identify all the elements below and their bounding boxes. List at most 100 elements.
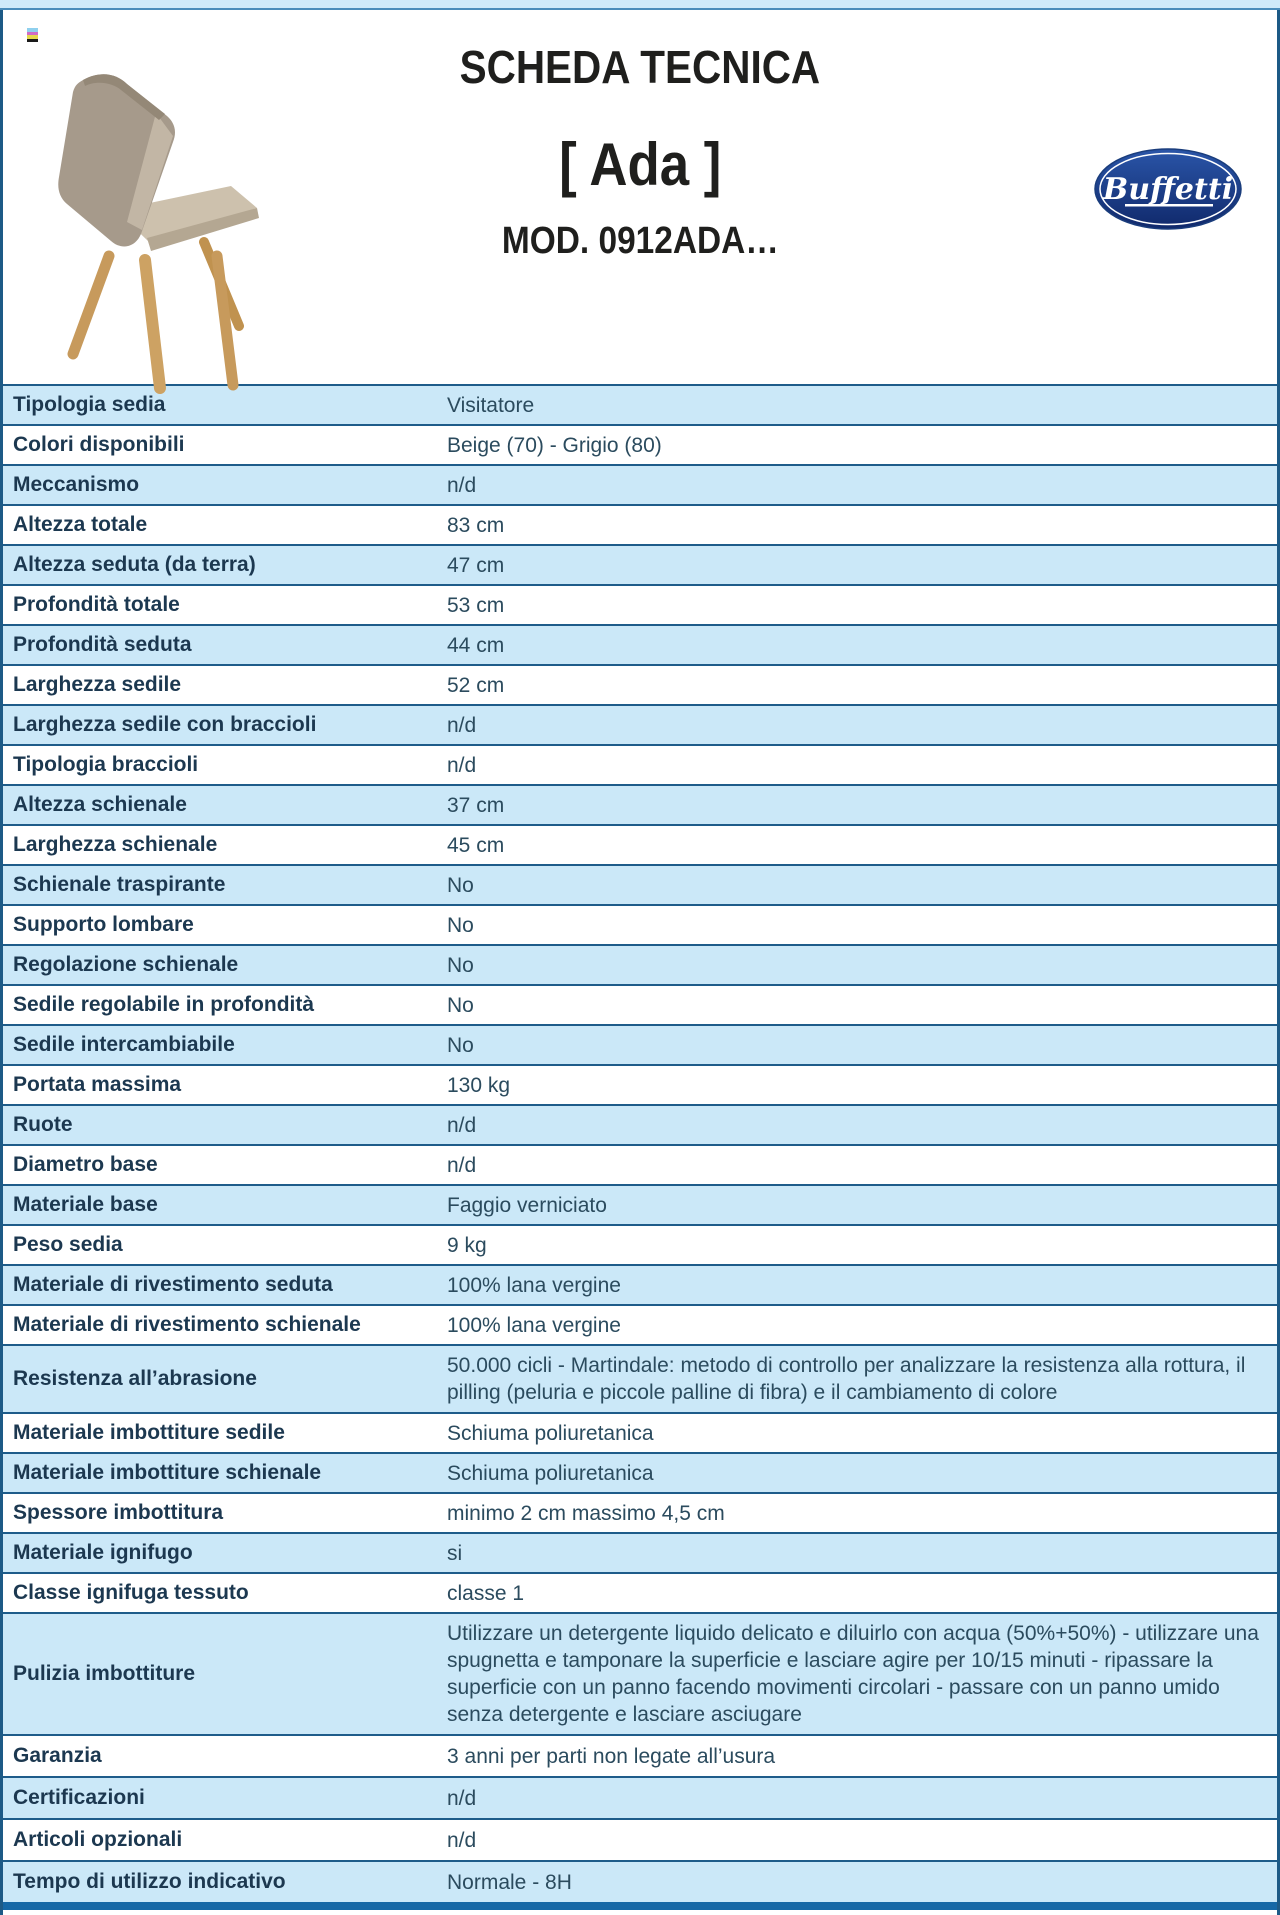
spec-label: Altezza totale <box>13 513 148 536</box>
spec-label: Articoli opzionali <box>13 1828 183 1851</box>
product-name: [ Ada ] <box>3 130 1277 199</box>
table-row: Altezza schienale 37 cm <box>3 784 1277 824</box>
table-row: Schienale traspirante No <box>3 864 1277 904</box>
top-strip <box>0 0 1280 10</box>
table-row: Materiale imbottiture sedile Schiuma pol… <box>3 1412 1277 1452</box>
spec-label: Colori disponibili <box>13 433 185 456</box>
yellow-stripe <box>27 35 38 39</box>
spec-value: classe 1 <box>447 1581 525 1605</box>
table-row: Sedile regolabile in profondità No <box>3 984 1277 1024</box>
spec-label: Classe ignifuga tessuto <box>13 1581 249 1604</box>
spec-label: Materiale imbottiture sedile <box>13 1421 285 1444</box>
spec-label: Larghezza sedile <box>13 673 182 696</box>
spec-table: Tipologia sedia Visitatore Colori dispon… <box>3 384 1277 1910</box>
spec-value: 100% lana vergine <box>447 1313 621 1337</box>
spec-label: Spessore imbottitura <box>13 1501 224 1524</box>
table-row: Regolazione schienale No <box>3 944 1277 984</box>
table-row: Resistenza all’abrasione 50.000 cicli - … <box>3 1344 1277 1412</box>
spec-value: Faggio verniciato <box>447 1193 607 1217</box>
magenta-stripe <box>27 31 38 35</box>
table-row: Meccanismo n/d <box>3 464 1277 504</box>
spec-value: 3 anni per parti non legate all’usura <box>447 1744 776 1768</box>
spec-value: Schiuma poliuretanica <box>447 1461 654 1485</box>
table-row: Larghezza sedile con braccioli n/d <box>3 704 1277 744</box>
table-row: Tipologia sedia Visitatore <box>3 384 1277 424</box>
spec-label: Garanzia <box>13 1744 102 1767</box>
spec-value: n/d <box>447 753 477 777</box>
table-row: Diametro base n/d <box>3 1144 1277 1184</box>
spec-label: Certificazioni <box>13 1786 145 1809</box>
spec-value: Schiuma poliuretanica <box>447 1421 654 1445</box>
spec-value: 47 cm <box>447 553 505 577</box>
table-row: Larghezza sedile 52 cm <box>3 664 1277 704</box>
table-row: Profondità totale 53 cm <box>3 584 1277 624</box>
spec-value: No <box>447 1033 474 1057</box>
spec-value: 83 cm <box>447 513 505 537</box>
page-title: SCHEDA TECNICA <box>3 40 1277 94</box>
spec-label: Tempo di utilizzo indicativo <box>13 1870 286 1893</box>
spec-value: No <box>447 873 474 897</box>
spec-label: Materiale di rivestimento schienale <box>13 1313 361 1336</box>
spec-value: No <box>447 953 474 977</box>
spec-value: 100% lana vergine <box>447 1273 621 1297</box>
product-photo <box>21 58 273 396</box>
table-row: Portata massima 130 kg <box>3 1064 1277 1104</box>
spec-value: n/d <box>447 1786 477 1810</box>
spec-label: Diametro base <box>13 1153 158 1176</box>
spec-label: Tipologia braccioli <box>13 753 199 776</box>
spec-value: No <box>447 913 474 937</box>
page-title-text: SCHEDA TECNICA <box>459 41 821 93</box>
spec-value: si <box>447 1541 463 1565</box>
spec-label: Ruote <box>13 1113 73 1136</box>
table-row: Garanzia 3 anni per parti non legate all… <box>3 1734 1277 1776</box>
table-row: Spessore imbottitura minimo 2 cm massimo… <box>3 1492 1277 1532</box>
spec-label: Altezza schienale <box>13 793 187 816</box>
spec-label: Peso sedia <box>13 1233 123 1256</box>
spec-value: n/d <box>447 713 477 737</box>
table-row: Colori disponibili Beige (70) - Grigio (… <box>3 424 1277 464</box>
spec-value: 45 cm <box>447 833 505 857</box>
spec-value: 52 cm <box>447 673 505 697</box>
spec-label: Larghezza sedile con braccioli <box>13 713 317 736</box>
spec-label: Profondità totale <box>13 593 180 616</box>
black-stripe <box>27 38 38 42</box>
spec-label: Portata massima <box>13 1073 182 1096</box>
spec-value: n/d <box>447 1113 477 1137</box>
spec-label: Materiale ignifugo <box>13 1541 193 1564</box>
cmyk-print-marks-icon <box>27 28 38 42</box>
spec-value: 44 cm <box>447 633 505 657</box>
spec-label: Materiale di rivestimento seduta <box>13 1273 333 1296</box>
spec-label: Sedile regolabile in profondità <box>13 993 315 1016</box>
spec-value: 37 cm <box>447 793 505 817</box>
spec-value: n/d <box>447 473 477 497</box>
table-row: Larghezza schienale 45 cm <box>3 824 1277 864</box>
spec-value: Utilizzare un detergente liquido delicat… <box>447 1622 1259 1726</box>
table-row: Tipologia braccioli n/d <box>3 744 1277 784</box>
buffetti-logo: Buffetti <box>1093 146 1243 232</box>
page-frame: SCHEDA TECNICA [ Ada ] MOD. 0912ADA… <box>0 10 1280 1915</box>
spec-label: Schienale traspirante <box>13 873 226 896</box>
table-row: Supporto lombare No <box>3 904 1277 944</box>
spec-value: 9 kg <box>447 1233 487 1257</box>
table-row: Materiale ignifugo si <box>3 1532 1277 1572</box>
spec-value: Beige (70) - Grigio (80) <box>447 433 662 457</box>
table-row: Classe ignifuga tessuto classe 1 <box>3 1572 1277 1612</box>
table-row: Materiale di rivestimento schienale 100%… <box>3 1304 1277 1344</box>
table-row: Materiale base Faggio verniciato <box>3 1184 1277 1224</box>
spec-label: Regolazione schienale <box>13 953 239 976</box>
table-row: Ruote n/d <box>3 1104 1277 1144</box>
product-name-text: [ Ada ] <box>558 131 722 198</box>
spec-value: minimo 2 cm massimo 4,5 cm <box>447 1501 725 1525</box>
cyan-stripe <box>27 28 38 32</box>
spec-label: Resistenza all’abrasione <box>13 1367 257 1390</box>
spec-label: Materiale imbottiture schienale <box>13 1461 322 1484</box>
spec-label: Larghezza schienale <box>13 833 218 856</box>
header: SCHEDA TECNICA [ Ada ] MOD. 0912ADA… <box>3 10 1277 394</box>
model-code-text: MOD. 0912ADA… <box>501 220 779 262</box>
spec-label: Profondità seduta <box>13 633 192 656</box>
spec-value: Normale - 8H <box>447 1870 572 1894</box>
buffetti-logo-svg: Buffetti <box>1094 148 1242 230</box>
spec-label: Pulizia imbottiture <box>13 1662 196 1685</box>
table-row: Altezza seduta (da terra) 47 cm <box>3 544 1277 584</box>
